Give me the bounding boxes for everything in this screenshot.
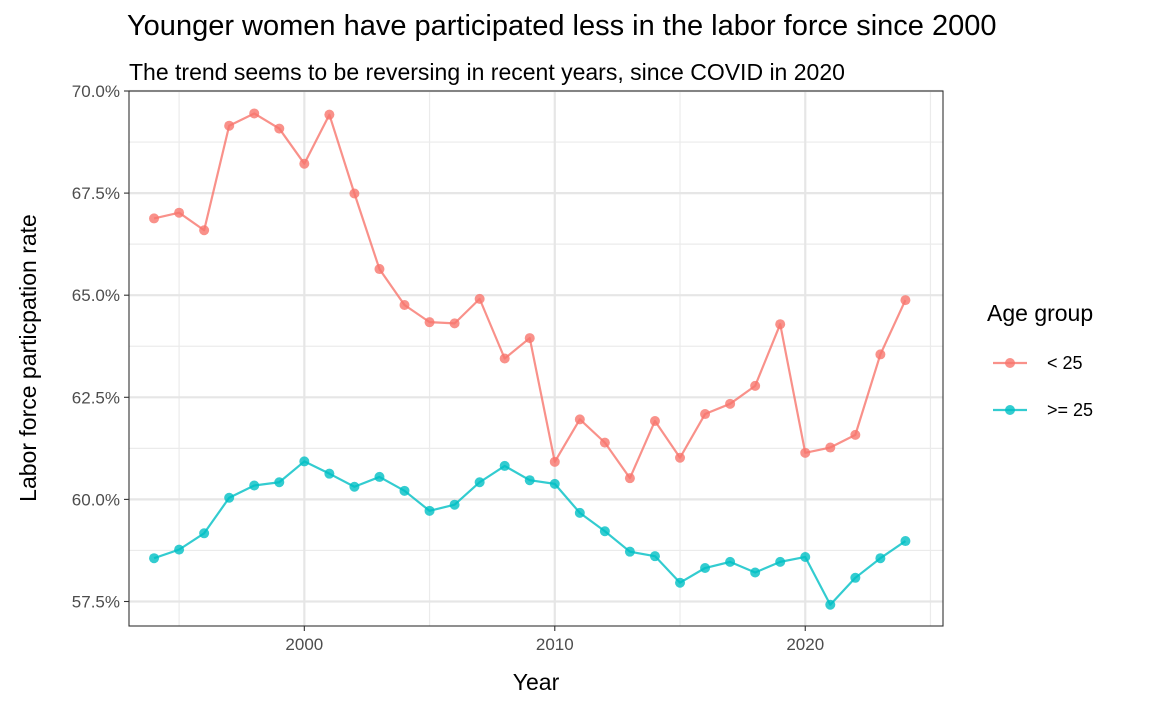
x-tick-label: 2020 [786,635,824,654]
data-point [549,478,560,489]
x-tick-label: 2000 [285,635,323,654]
y-axis-title: Labor force particpation rate [15,214,41,502]
data-point [299,158,310,169]
data-point [574,507,585,518]
data-point [675,577,686,588]
data-point [174,207,185,218]
data-point [725,398,736,409]
legend: Age group < 25 >= 25 [987,300,1093,420]
data-point [700,563,711,574]
data-point [649,415,660,426]
data-point [199,225,210,236]
data-point [424,317,435,328]
axes: 57.5% 60.0% 62.5% 65.0% 67.5% 70.0% 2000 2010 20… [72,82,824,654]
data-point [875,349,886,360]
data-point [825,442,836,453]
data-point [800,447,811,458]
data-point [349,188,360,199]
data-point [224,120,235,131]
chart-subtitle: The trend seems to be reversing in recen… [129,59,845,85]
data-point [900,536,911,547]
data-point [900,295,911,306]
data-point [524,475,535,486]
series-points [149,108,911,610]
plot-panel [129,91,943,626]
data-point [399,485,410,496]
data-point [750,380,761,391]
grid [129,89,943,626]
data-point [850,572,861,583]
y-tick-label: 57.5% [72,592,120,611]
data-point [599,437,610,448]
data-point [775,556,786,567]
data-point [524,333,535,344]
data-point [549,456,560,467]
y-tick-label: 65.0% [72,286,120,305]
data-point [349,481,360,492]
y-tick-label: 60.0% [72,490,120,509]
x-tick-label: 2010 [536,635,574,654]
data-point [750,567,761,578]
data-point [449,499,460,510]
data-point [399,300,410,310]
data-point [374,264,385,275]
data-point [224,492,235,503]
legend-label: >= 25 [1047,400,1093,420]
data-point [199,528,210,539]
y-tick-label: 70.0% [72,82,120,101]
data-point [499,460,510,471]
x-axis-title: Year [513,669,560,695]
data-point [474,477,485,488]
legend-key-point [1005,405,1015,415]
data-point [274,123,285,134]
data-point [649,551,660,562]
data-point [324,468,335,479]
plot-border [128,90,944,627]
legend-label: < 25 [1047,353,1083,373]
data-point [825,599,836,610]
data-point [274,477,285,488]
data-point [850,429,861,440]
data-point [249,108,260,119]
data-point [624,473,635,484]
data-point [675,452,686,463]
y-tick-label: 62.5% [72,388,120,407]
legend-title: Age group [987,300,1093,326]
data-point [424,505,435,516]
data-point [174,544,185,555]
data-point [374,471,385,482]
y-tick-label: 67.5% [72,184,120,203]
data-point [324,109,335,120]
data-point [149,213,160,224]
data-point [449,318,460,329]
chart-title: Younger women have participated less in … [127,10,997,42]
data-point [700,409,711,420]
data-point [599,526,610,537]
data-point [725,556,736,567]
data-point [800,551,811,562]
data-point [249,480,260,491]
data-point [875,553,886,564]
data-point [499,353,510,364]
data-point [299,456,310,467]
data-point [149,553,160,564]
data-point [574,414,585,425]
legend-key-point [1005,358,1015,368]
data-point [775,319,786,330]
data-point [624,546,635,557]
data-point [474,293,485,304]
